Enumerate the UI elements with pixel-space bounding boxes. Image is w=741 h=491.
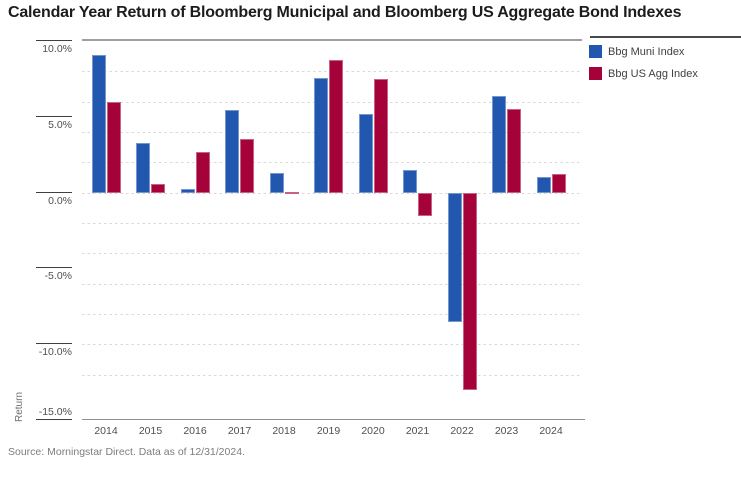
bar-muni-2016 bbox=[180, 188, 195, 193]
bar-agg-2016 bbox=[195, 152, 210, 193]
gridline--8pct bbox=[82, 313, 582, 315]
y-tick-label--15: -15.0% bbox=[38, 406, 72, 418]
gridline--2pct bbox=[82, 222, 582, 224]
x-tick-label-2017: 2017 bbox=[227, 425, 252, 437]
legend: Bbg Muni Index Bbg US Agg Index bbox=[589, 45, 698, 89]
bar-muni-2019 bbox=[314, 78, 328, 193]
y-tick-label-5: 5.0% bbox=[48, 118, 72, 131]
y-tick--10 bbox=[36, 343, 72, 345]
muni-swatch-icon bbox=[589, 45, 602, 58]
bar-muni-2015 bbox=[136, 142, 150, 193]
legend-item-agg: Bbg US Agg Index bbox=[589, 67, 698, 80]
bar-muni-2021 bbox=[403, 169, 417, 193]
y-tick--5 bbox=[36, 267, 72, 269]
x-tick-label-2016: 2016 bbox=[183, 425, 207, 437]
x-tick-label-2024: 2024 bbox=[539, 425, 563, 437]
y-tick--15 bbox=[36, 419, 72, 420]
bar-muni-2023 bbox=[492, 95, 506, 193]
bar-agg-2014 bbox=[106, 102, 121, 193]
y-tick-label-0: 0.0% bbox=[48, 194, 72, 207]
x-tick-label-2023: 2023 bbox=[494, 425, 519, 437]
legend-item-muni: Bbg Muni Index bbox=[589, 45, 698, 58]
bar-agg-2020 bbox=[373, 78, 388, 193]
agg-swatch-icon bbox=[589, 67, 602, 80]
bar-muni-2022 bbox=[447, 192, 462, 322]
bar-agg-2017 bbox=[240, 138, 254, 193]
x-tick-label-2020: 2020 bbox=[361, 425, 385, 437]
bar-muni-2018 bbox=[269, 173, 284, 193]
x-axis-line bbox=[82, 419, 585, 420]
gridline--12pct bbox=[82, 374, 582, 376]
bar-muni-2020 bbox=[358, 113, 373, 193]
bar-agg-2022 bbox=[462, 192, 477, 390]
legend-divider-line bbox=[590, 36, 741, 38]
x-tick-label-2019: 2019 bbox=[316, 425, 341, 437]
bar-muni-2024 bbox=[536, 176, 551, 193]
y-tick-label-10: 10.0% bbox=[42, 43, 72, 55]
legend-label-muni: Bbg Muni Index bbox=[608, 45, 685, 58]
gridline--4pct bbox=[82, 253, 582, 255]
x-tick-label-2015: 2015 bbox=[138, 425, 163, 437]
y-tick-5 bbox=[36, 115, 72, 117]
legend-label-agg: Bbg US Agg Index bbox=[608, 67, 698, 80]
y-tick-label--10: -10.0% bbox=[38, 346, 72, 359]
bar-muni-2014 bbox=[91, 55, 106, 193]
x-tick-label-2014: 2014 bbox=[94, 425, 118, 437]
bar-muni-2017 bbox=[225, 109, 239, 193]
bar-agg-2018 bbox=[284, 192, 299, 195]
bar-agg-2019 bbox=[329, 60, 343, 193]
y-tick-0 bbox=[36, 191, 72, 193]
bar-agg-2024 bbox=[551, 173, 566, 193]
x-tick-label-2022: 2022 bbox=[450, 425, 474, 437]
bar-agg-2023 bbox=[507, 108, 521, 193]
chart-title: Calendar Year Return of Bloomberg Munici… bbox=[8, 4, 682, 21]
y-tick-label--5: -5.0% bbox=[44, 270, 72, 283]
x-tick-label-2018: 2018 bbox=[272, 425, 296, 437]
bar-agg-2021 bbox=[418, 192, 432, 216]
plot-top-border bbox=[82, 39, 582, 41]
x-tick-label-2021: 2021 bbox=[405, 425, 430, 437]
gridline-0pct bbox=[82, 192, 582, 194]
bar-agg-2015 bbox=[151, 184, 165, 193]
gridline--10pct bbox=[82, 344, 582, 346]
source-note: Source: Morningstar Direct. Data as of 1… bbox=[8, 446, 245, 458]
gridline--6pct bbox=[82, 283, 582, 285]
y-tick-10 bbox=[36, 40, 72, 41]
